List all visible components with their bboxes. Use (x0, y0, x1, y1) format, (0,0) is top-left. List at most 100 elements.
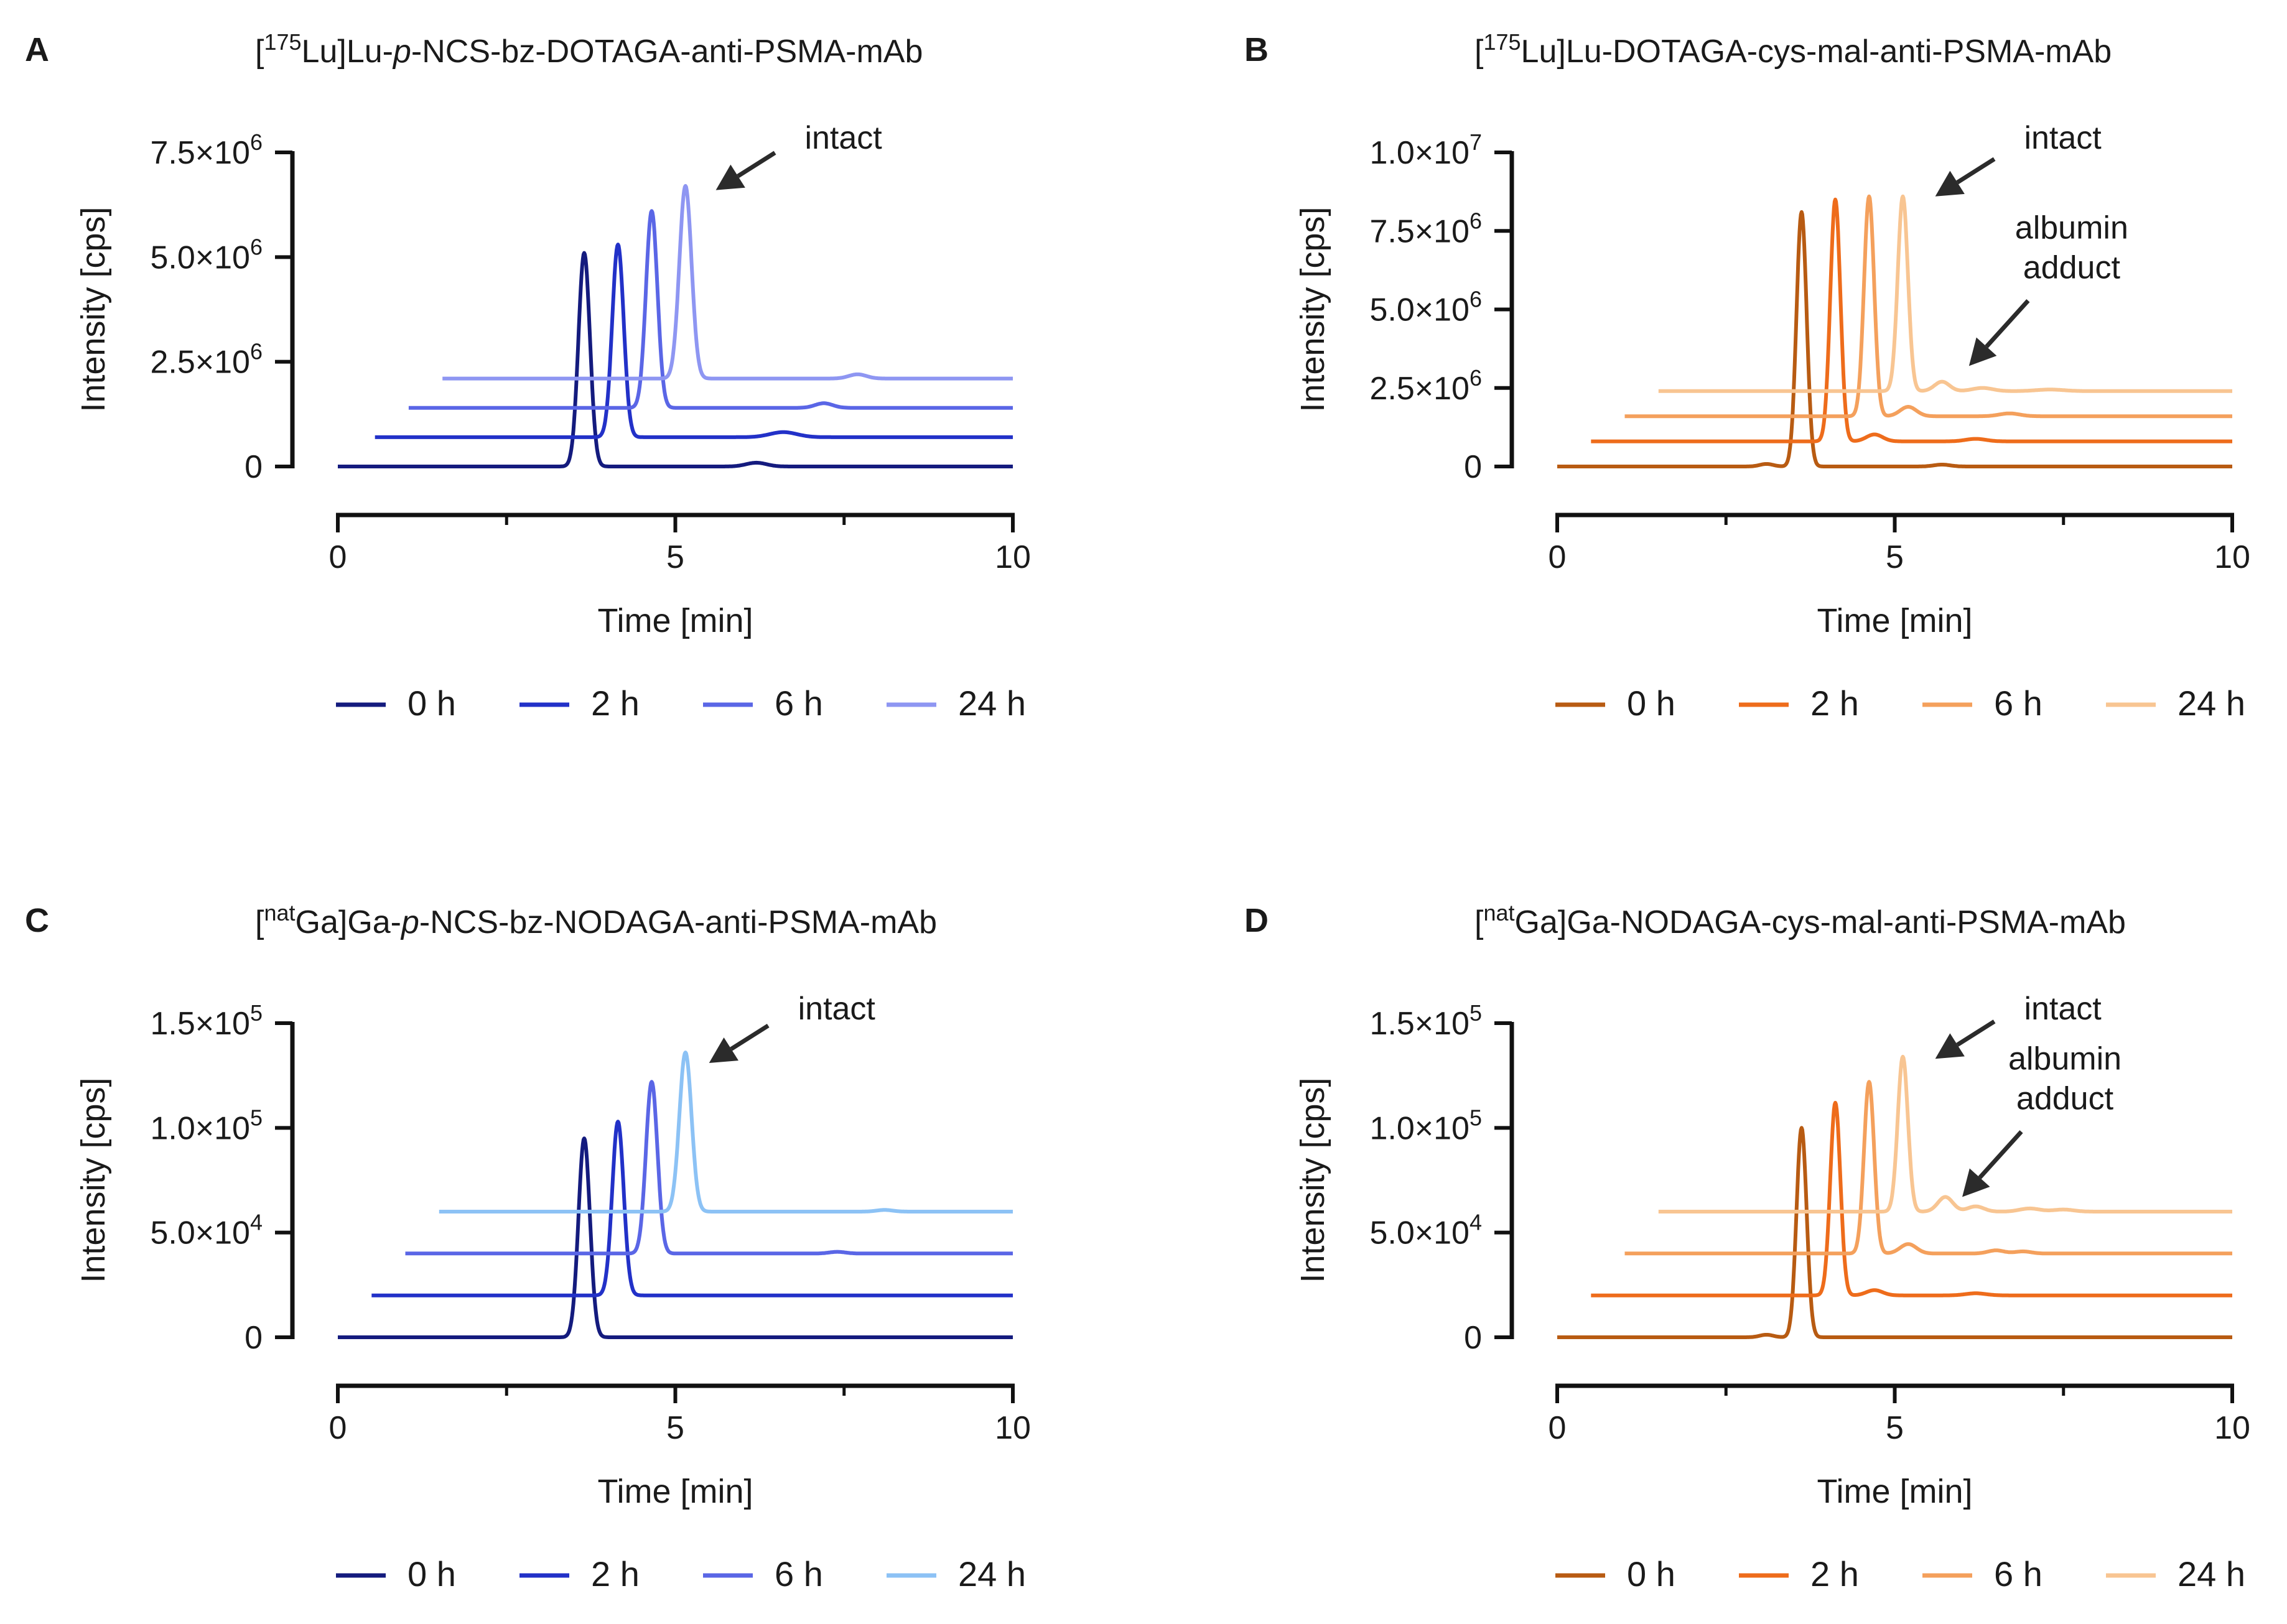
panel-title: [natGa]Ga-p-NCS-bz-NODAGA-anti-PSMA-mAb (255, 900, 937, 940)
annotation-arrow (1985, 299, 2030, 348)
y-axis-label: Intensity [cps] (1294, 1077, 1331, 1283)
annotation-arrowhead (709, 1037, 739, 1063)
series-line-2h (373, 243, 1014, 439)
legend-label: 24 h (958, 684, 1026, 723)
legend-label: 24 h (2178, 684, 2245, 723)
legend-label: 6 h (775, 684, 823, 723)
x-tick-label: 0 (1549, 1410, 1567, 1446)
x-tick-label: 10 (995, 1410, 1031, 1446)
panel-letter: A (25, 31, 49, 68)
y-tick-label: 1.0×105 (150, 1105, 263, 1146)
x-tick-label: 10 (2214, 539, 2250, 575)
y-axis-label: Intensity [cps] (75, 206, 112, 412)
series-line-2h (1590, 197, 2233, 443)
x-axis-label: Time [min] (1817, 602, 1972, 639)
annotation-label: intact (2024, 991, 2102, 1027)
y-tick-label: 0 (245, 1320, 263, 1356)
y-tick-label: 0 (245, 449, 263, 485)
series-line-24h (1657, 194, 2233, 393)
annotation-arrow (737, 151, 776, 179)
legend-label: 0 h (408, 1554, 456, 1594)
panel-a: A [175Lu]Lu-p-NCS-bz-DOTAGA-anti-PSMA-mAb… (25, 29, 1031, 723)
annotation-arrowhead (1935, 1033, 1965, 1059)
y-tick-label: 1.0×105 (1369, 1105, 1482, 1146)
y-tick-label: 5.0×106 (1369, 287, 1482, 328)
legend-label: 2 h (1810, 1554, 1859, 1594)
legend-label: 6 h (1994, 684, 2042, 723)
legend-label: 2 h (1810, 684, 1859, 723)
annotation-label: albumin adduct (2008, 1041, 2122, 1116)
annotation-arrow (730, 1024, 770, 1051)
y-tick-label: 7.5×106 (150, 129, 263, 171)
legend-label: 0 h (1627, 684, 1675, 723)
annotation-label: intact (804, 120, 882, 156)
x-axis-label: Time [min] (597, 602, 753, 639)
y-tick-label: 5.0×104 (150, 1210, 263, 1251)
panel-c: C [natGa]Ga-p-NCS-bz-NODAGA-anti-PSMA-mAb… (25, 900, 1031, 1594)
series-line-0h (1556, 210, 2233, 468)
panel-letter: D (1244, 902, 1269, 939)
series-line-24h (437, 1051, 1014, 1213)
y-axis-label: Intensity [cps] (75, 1077, 112, 1283)
x-tick-label: 5 (666, 1410, 684, 1446)
annotation-arrowhead (1962, 1168, 1990, 1197)
x-tick-label: 0 (1549, 539, 1567, 575)
x-tick-label: 5 (1886, 539, 1904, 575)
panel-d: D [natGa]Ga-NODAGA-cys-mal-anti-PSMA-mAb 0… (1244, 900, 2250, 1594)
annotation-arrow (1956, 1019, 1996, 1047)
x-tick-label: 0 (329, 539, 347, 575)
legend-label: 0 h (408, 684, 456, 723)
panel-title: [175Lu]Lu-DOTAGA-cys-mal-anti-PSMA-mAb (1474, 29, 2112, 70)
y-tick-label: 1.0×107 (1369, 129, 1482, 171)
x-tick-label: 0 (329, 1410, 347, 1446)
y-tick-label: 1.5×105 (150, 1000, 263, 1042)
annotation-arrow (1956, 157, 1996, 185)
annotation-label: albumin adduct (2015, 210, 2128, 285)
y-tick-label: 5.0×104 (1369, 1210, 1482, 1251)
series-line-2h (1590, 1100, 2233, 1297)
series-line-6h (404, 1080, 1014, 1256)
x-tick-label: 10 (2214, 1410, 2250, 1446)
series-line-2h (370, 1120, 1014, 1297)
series-line-0h (1556, 1126, 2233, 1339)
x-tick-label: 5 (1886, 1410, 1904, 1446)
y-tick-label: 1.5×105 (1369, 1000, 1482, 1042)
legend-label: 24 h (2178, 1554, 2245, 1594)
panel-b: B [175Lu]Lu-DOTAGA-cys-mal-anti-PSMA-mAb 0… (1244, 29, 2250, 723)
annotation-label: intact (2024, 120, 2102, 156)
y-tick-label: 0 (1464, 1320, 1482, 1356)
legend-label: 6 h (775, 1554, 823, 1594)
y-axis-label: Intensity [cps] (1294, 206, 1331, 412)
annotation-arrow (1978, 1130, 2023, 1179)
series-line-0h (337, 251, 1014, 468)
x-tick-label: 5 (666, 539, 684, 575)
y-tick-label: 0 (1464, 449, 1482, 485)
series-line-6h (408, 209, 1014, 410)
legend-label: 2 h (591, 684, 640, 723)
annotation-arrowhead (715, 164, 745, 190)
x-tick-label: 10 (995, 539, 1031, 575)
series-line-24h (441, 183, 1014, 381)
panel-letter: B (1244, 31, 1269, 68)
legend-label: 24 h (958, 1554, 1026, 1594)
legend-label: 0 h (1627, 1554, 1675, 1594)
y-tick-label: 5.0×106 (150, 234, 263, 276)
legend-label: 6 h (1994, 1554, 2042, 1594)
annotation-label: intact (798, 991, 876, 1027)
series-line-6h (1623, 194, 2233, 419)
legend-label: 2 h (591, 1554, 640, 1594)
y-tick-label: 7.5×106 (1369, 208, 1482, 249)
panel-letter: C (25, 902, 49, 939)
panel-title: [175Lu]Lu-p-NCS-bz-DOTAGA-anti-PSMA-mAb (255, 29, 923, 70)
y-tick-label: 2.5×106 (1369, 365, 1482, 407)
x-axis-label: Time [min] (597, 1473, 753, 1510)
annotation-arrowhead (1935, 170, 1965, 197)
y-tick-label: 2.5×106 (150, 339, 263, 381)
series-line-6h (1623, 1080, 2233, 1256)
series-line-0h (337, 1136, 1014, 1339)
panel-title: [natGa]Ga-NODAGA-cys-mal-anti-PSMA-mAb (1474, 900, 2126, 940)
annotation-arrowhead (1968, 337, 1997, 366)
x-axis-label: Time [min] (1817, 1473, 1972, 1510)
series-line-24h (1657, 1054, 2233, 1213)
